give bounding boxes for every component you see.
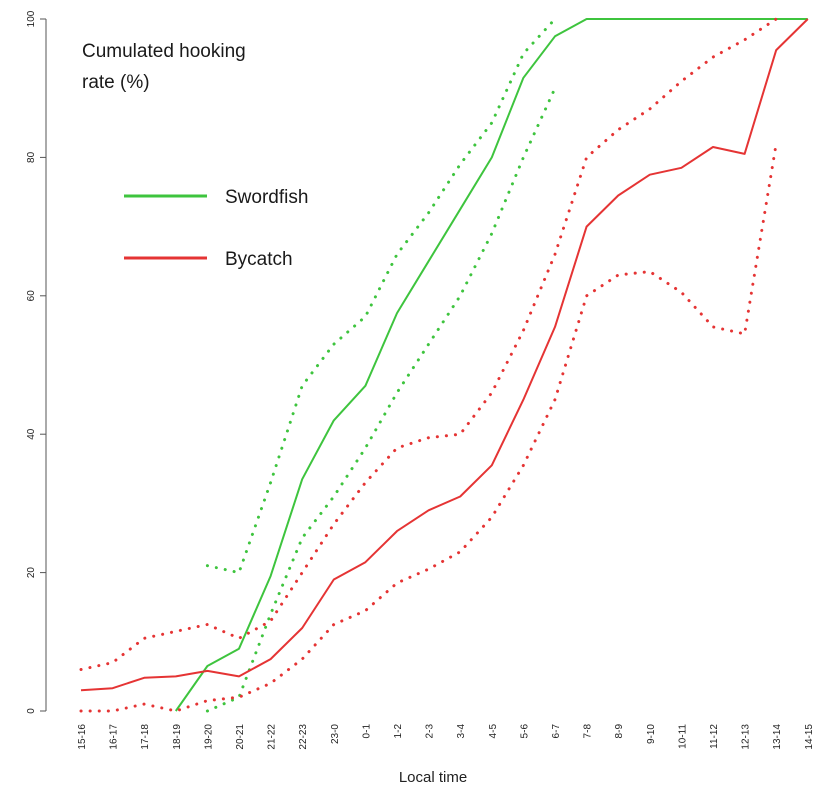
x-tick-label: 14-15 [804,724,815,750]
x-tick-label: 20-21 [235,724,246,750]
x-tick-label: 2-3 [425,724,436,739]
x-tick-label: 16-17 [109,724,120,750]
series-layer [79,17,809,713]
x-tick-label: 10-11 [677,724,688,749]
confidence-bound-line [205,17,557,575]
x-tick-label: 0-1 [361,724,372,739]
x-tick-label: 15-16 [77,724,88,750]
x-tick-label: 6-7 [551,724,562,739]
y-tick-label: 0 [26,708,37,714]
y-tick-label: 20 [26,567,37,579]
x-tick-label: 12-13 [741,724,752,750]
confidence-bound-line [79,17,778,671]
x-tick-label: 8-9 [614,724,625,739]
x-tick-label: 7-8 [583,724,594,739]
x-tick-label: 1-2 [393,724,404,739]
y-tick-label: 100 [26,10,37,27]
plot-title-line-2: rate (%) [82,72,150,93]
confidence-bound-line [205,86,557,713]
x-tick-label: 13-14 [772,724,783,750]
x-tick-label: 19-20 [203,724,214,750]
plot-area: 0 20 40 60 80 100 15-16 16-17 17-18 18-19 19-20 20… [26,10,815,749]
x-tick-label: 9-10 [646,724,657,744]
x-tick-label: 4-5 [488,724,499,739]
y-tick-label: 40 [26,428,37,440]
series-line-swordfish [174,18,808,712]
series-line-bycatch [80,18,809,692]
plot-title-line-1: Cumulated hooking [82,41,246,62]
y-tick-label: 60 [26,290,37,302]
legend-bycatch-label: Bycatch [225,249,293,270]
x-axis-title: Local time [399,769,467,786]
y-axis-ticks: 0 20 40 60 80 100 [26,10,46,714]
legend: Swordfish Bycatch [124,187,308,270]
x-tick-label: 17-18 [140,724,151,750]
x-tick-label: 18-19 [172,724,183,750]
x-tick-label: 22-23 [298,724,309,750]
y-tick-label: 80 [26,151,37,163]
x-tick-label: 3-4 [456,724,467,739]
confidence-bound-line [79,142,778,713]
legend-swordfish-label: Swordfish [225,187,308,208]
x-axis-ticks: 15-16 16-17 17-18 18-19 19-20 20-21 21-22 22-23… [77,724,815,750]
x-tick-label: 21-22 [267,724,278,750]
x-tick-label: 23-0 [330,724,341,744]
x-tick-label: 11-12 [709,724,720,749]
x-tick-label: 5-6 [519,724,530,739]
